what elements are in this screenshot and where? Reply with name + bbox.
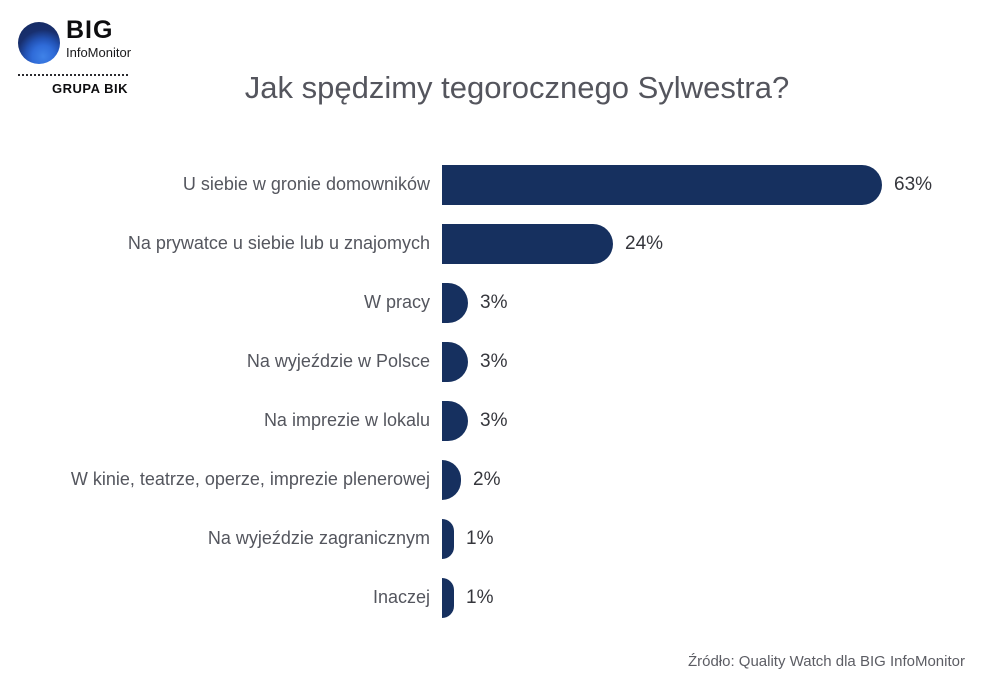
bar <box>442 577 454 618</box>
category-label: Na prywatce u siebie lub u znajomych <box>127 233 430 253</box>
value-label: 2% <box>473 468 501 490</box>
value-label: 1% <box>466 527 494 549</box>
chart-row: W pracy 3% <box>0 273 1000 332</box>
value-label: 63% <box>894 173 933 195</box>
category-label: W pracy <box>363 292 430 312</box>
big-infomonitor-logo: BIG InfoMonitor GRUPA BIK <box>18 16 132 96</box>
category-label: U siebie w gronie domowników <box>182 174 430 194</box>
bar-chart: U siebie w gronie domowników 63% Na pryw… <box>0 155 1000 627</box>
bar <box>442 282 468 323</box>
category-label: Inaczej <box>372 587 430 607</box>
chart-row: Na wyjeździe w Polsce 3% <box>0 332 1000 391</box>
logo-dotted-divider <box>18 74 128 76</box>
logo-grupa-bik-text: GRUPA BIK <box>52 81 128 96</box>
chart-title: Jak spędzimy tegorocznego Sylwestra? <box>244 70 790 105</box>
source-caption: Źródło: Quality Watch dla BIG InfoMonito… <box>687 653 965 670</box>
value-label: 3% <box>480 350 508 372</box>
bar <box>442 459 461 500</box>
value-label: 24% <box>625 232 664 254</box>
bar <box>442 164 882 205</box>
value-label: 3% <box>480 409 508 431</box>
logo-big-text: BIG <box>66 16 114 44</box>
chart-row: Inaczej 1% <box>0 568 1000 627</box>
chart-row: Na prywatce u siebie lub u znajomych 24% <box>0 214 1000 273</box>
chart-row: U siebie w gronie domowników 63% <box>0 155 1000 214</box>
chart-row: Na wyjeździe zagranicznym 1% <box>0 509 1000 568</box>
value-label: 1% <box>466 586 494 608</box>
chart-row: Na imprezie w lokalu 3% <box>0 391 1000 450</box>
value-label: 3% <box>480 291 508 313</box>
category-label: Na wyjeździe zagranicznym <box>207 528 430 548</box>
logo-infomonitor-text: InfoMonitor <box>66 45 132 60</box>
chart-row: W kinie, teatrze, operze, imprezie plene… <box>0 450 1000 509</box>
bar <box>442 400 468 441</box>
category-label: Na imprezie w lokalu <box>263 410 430 430</box>
logo-globe-icon <box>18 22 60 64</box>
category-label: W kinie, teatrze, operze, imprezie plene… <box>70 469 430 489</box>
bar <box>442 341 468 382</box>
bar <box>442 223 613 264</box>
bar <box>442 518 454 559</box>
category-label: Na wyjeździe w Polsce <box>246 351 430 371</box>
